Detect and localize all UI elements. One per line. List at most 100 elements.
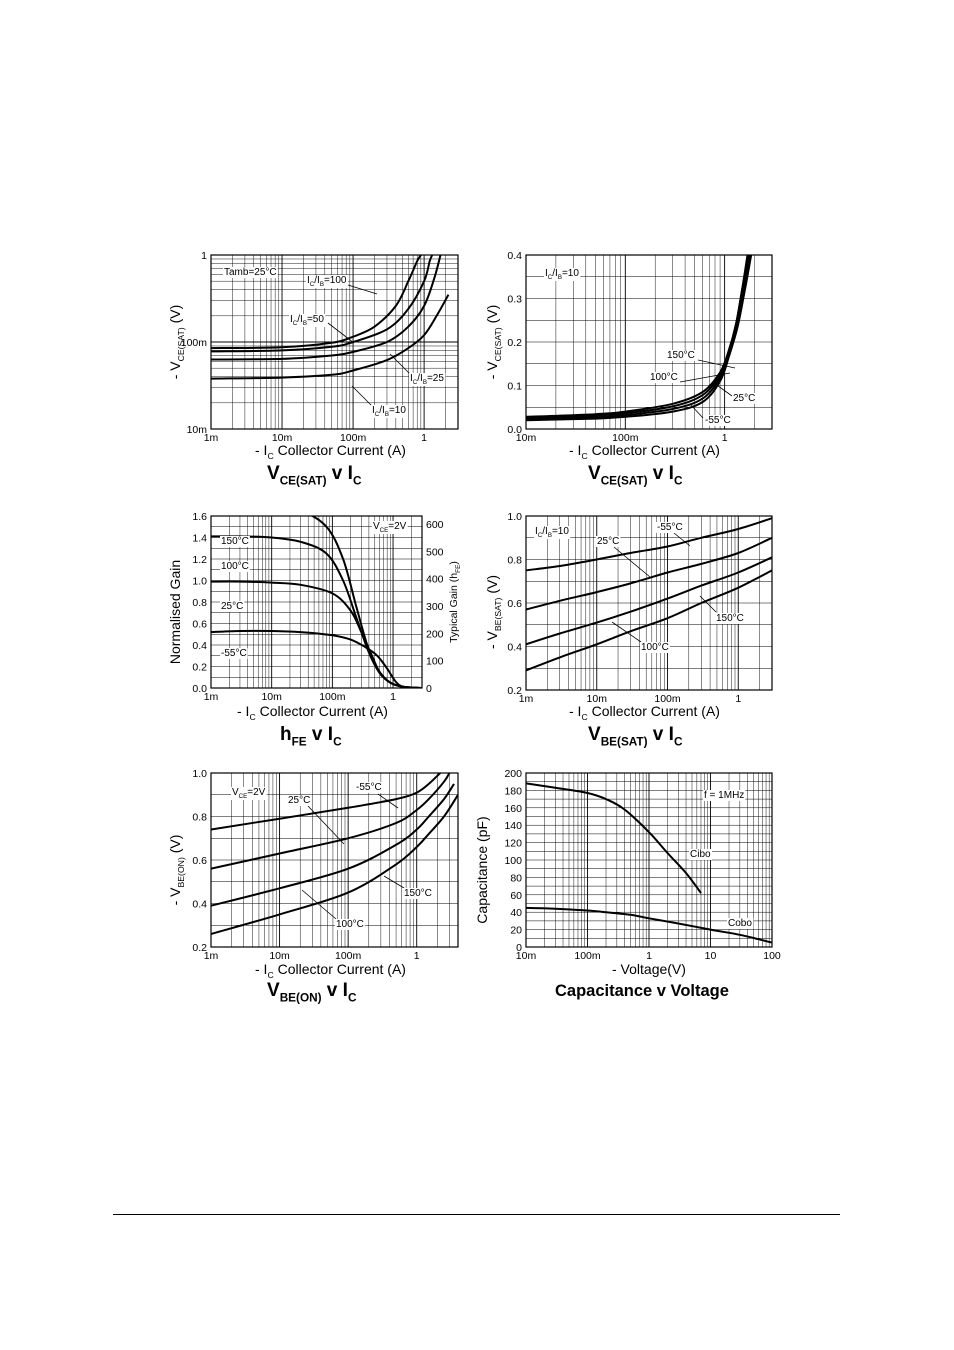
y-tick-label: 1.4 (192, 533, 207, 545)
y-tick-label: 60 (510, 890, 522, 902)
series-line-4 (211, 794, 458, 935)
x-tick-label: 1 (421, 432, 427, 444)
annotation-label: -55°C (221, 648, 247, 659)
leader-line (673, 532, 691, 547)
series-line-3 (211, 255, 442, 361)
annotation-label: 25°C (221, 601, 243, 612)
annotation-bg (289, 314, 326, 327)
y-tick-label: 1.0 (192, 768, 207, 780)
x-tick-label: 1m (204, 432, 219, 444)
annotation-label: VCE=2V (373, 521, 407, 534)
y-tick-label: 140 (504, 820, 522, 832)
leader-line (679, 372, 731, 383)
y-tick-label: 0.2 (507, 685, 522, 697)
series-line-3 (211, 580, 422, 688)
annotation-label: 25°C (597, 536, 619, 547)
annotation-label: 100°C (221, 561, 249, 572)
y-tick-label: 0.8 (192, 597, 207, 609)
y-tick-label: 100m (181, 337, 208, 349)
plot-frame (210, 254, 459, 430)
plot-frame (525, 515, 773, 691)
x-tick-label: 10m (272, 432, 293, 444)
chart-2: 10m 100m 1 0.0 0.1 0.2 0.3 0.4 IC/IB=10 150°C 100°… (484, 250, 773, 488)
x-tick-label: 10m (587, 693, 608, 705)
annotation-label: 150°C (404, 888, 432, 899)
leader-line (713, 382, 733, 397)
chart-5: 1m 10m 100m 1 0.2 0.4 0.6 0.8 1.0 VCE=2V -55°C 25°C… (167, 768, 459, 1005)
annotation-bg (409, 373, 446, 386)
grid (525, 515, 773, 691)
leader-line (613, 546, 651, 578)
annotation-bg (220, 536, 250, 547)
y-tick-label: 1.0 (507, 511, 522, 523)
chart-1: 1m 10m 100m 110m100m1Tamb=25°CIC/IB=100IC/I… (167, 250, 459, 488)
series-line-2 (211, 773, 451, 870)
y-tick-label: 0.1 (507, 381, 522, 393)
y2-tick-label: 500 (426, 546, 444, 558)
annotation-label: 150°C (221, 536, 249, 547)
x-tick-label: 100m (319, 691, 346, 703)
annotation-bg (703, 790, 746, 801)
y-tick-label: 0.4 (192, 899, 207, 911)
series-line-4 (211, 294, 450, 380)
annotation-bg (335, 919, 365, 930)
leader-line (327, 322, 355, 344)
y2-tick-label: 600 (426, 519, 444, 531)
series-line-4 (211, 629, 422, 688)
x-axis-label: - IC Collector Current (A) (569, 703, 720, 722)
annotation-bg (220, 601, 245, 612)
annotation-bg (649, 372, 679, 383)
series-line-4 (526, 569, 772, 672)
annotation-bg (403, 888, 433, 899)
grid (210, 772, 459, 948)
plot-frame (210, 772, 459, 948)
series-group (526, 782, 772, 944)
annotation-label: 100°C (336, 919, 364, 930)
y-axis-label: Capacitance (pF) (474, 816, 490, 923)
y-tick-label: 40 (510, 907, 522, 919)
y-tick-label: 0.3 (507, 294, 522, 306)
annotation-bg (372, 521, 408, 534)
x-tick-label: 10 (705, 950, 717, 962)
annotation-label: IC/IB=50 (290, 314, 324, 327)
y-tick-label: 200 (504, 768, 522, 780)
series-line-2 (526, 906, 772, 944)
series-line-4 (526, 255, 753, 422)
series-line-1 (526, 517, 772, 572)
annotation-label: IC/IB=100 (307, 275, 347, 288)
x-tick-label: 10m (269, 950, 290, 962)
x-tick-label: 1 (414, 950, 420, 962)
series-line-1 (211, 255, 422, 350)
annotation-label: 25°C (733, 393, 755, 404)
y-tick-label: 0.4 (507, 642, 522, 654)
leader-line (697, 359, 736, 369)
annotation-bg (534, 526, 571, 539)
annotation-bg (223, 267, 278, 278)
y-tick-label: 0.8 (192, 812, 207, 824)
annotation-bg (287, 795, 312, 806)
y-tick-label: 160 (504, 803, 522, 815)
x-tick-label: 1 (722, 432, 728, 444)
leader-line (351, 385, 373, 407)
chart-caption: hFE v IC (280, 724, 342, 749)
annotation-label: f = 1MHz (704, 790, 744, 801)
annotation-label: -55°C (657, 522, 683, 533)
series-line-3 (526, 556, 772, 646)
chart-caption: VBE(SAT) v IC (588, 724, 683, 749)
annotation-label: -55°C (705, 415, 731, 426)
leader-line (611, 621, 642, 643)
chart-caption: VCE(SAT) v IC (588, 463, 683, 488)
plot-frame (210, 515, 423, 689)
y-axis-label: - VCE(SAT) (V) (484, 305, 503, 380)
series-line-1 (211, 773, 441, 831)
y-axis-label: Normalised Gain (167, 560, 183, 664)
plot-frame (525, 254, 773, 430)
annotation-bg (666, 350, 696, 361)
leader-line (301, 889, 337, 920)
x-tick-label: 1m (204, 691, 219, 703)
y2-axis-label: Typical Gain (hFE) (448, 561, 462, 643)
annotation-label: IC/IB=10 (535, 526, 569, 539)
leader-line (689, 403, 704, 419)
y-tick-label: 0 (516, 942, 522, 954)
x-tick-label: 100m (654, 693, 681, 705)
